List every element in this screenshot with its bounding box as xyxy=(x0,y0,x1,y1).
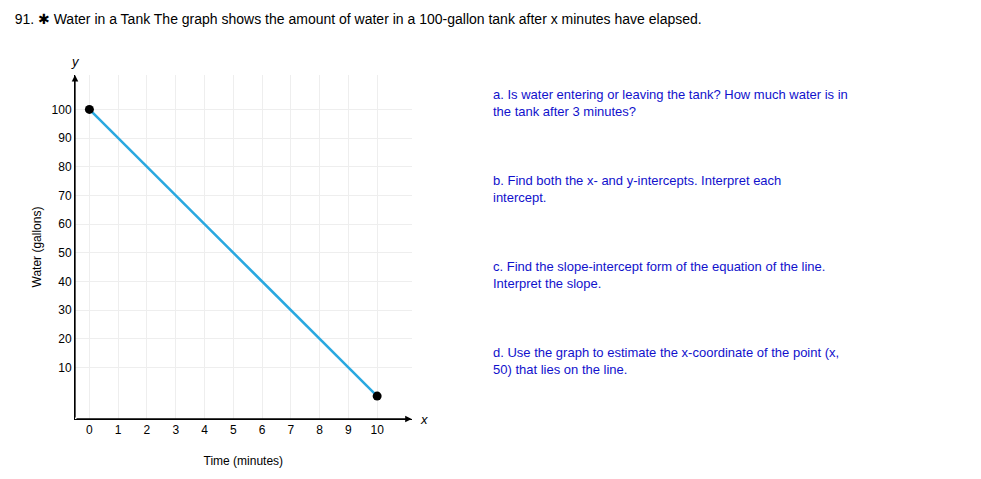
svg-text:3: 3 xyxy=(172,423,179,437)
svg-text:20: 20 xyxy=(58,332,72,346)
svg-text:5: 5 xyxy=(230,423,237,437)
svg-text:50: 50 xyxy=(58,246,72,260)
svg-text:x: x xyxy=(420,412,428,427)
svg-text:2: 2 xyxy=(144,423,151,437)
svg-text:c. Find the slope-intercept fo: c. Find the slope-intercept form of the … xyxy=(493,259,825,291)
svg-text:40: 40 xyxy=(58,275,72,289)
svg-text:a. Is water entering or leavin: a. Is water entering or leaving the tank… xyxy=(493,87,848,119)
svg-text:Time (minutes): Time (minutes) xyxy=(204,454,284,468)
svg-text:70: 70 xyxy=(58,189,72,203)
svg-text:d. Use the graph to estimate t: d. Use the graph to estimate the x-coord… xyxy=(493,345,839,377)
svg-text:10: 10 xyxy=(370,423,384,437)
svg-text:100: 100 xyxy=(52,103,72,117)
svg-text:0: 0 xyxy=(86,423,93,437)
svg-text:b. Find both the x- and y-inte: b. Find both the x- and y-intercepts. In… xyxy=(493,173,781,205)
svg-text:1: 1 xyxy=(115,423,122,437)
svg-text:7: 7 xyxy=(287,423,294,437)
svg-text:30: 30 xyxy=(58,303,72,317)
svg-text:80: 80 xyxy=(58,160,72,174)
svg-text:y: y xyxy=(71,54,80,69)
svg-text:90: 90 xyxy=(58,131,72,145)
svg-text:10: 10 xyxy=(58,361,72,375)
svg-text:9: 9 xyxy=(345,423,352,437)
svg-text:4: 4 xyxy=(201,423,208,437)
svg-text:60: 60 xyxy=(58,217,72,231)
svg-text:8: 8 xyxy=(316,423,323,437)
svg-text:91. ✱ Water in a Tank The grap: 91. ✱ Water in a Tank The graph shows th… xyxy=(15,11,702,27)
svg-text:Water (gallons): Water (gallons) xyxy=(30,207,44,288)
svg-text:6: 6 xyxy=(259,423,266,437)
